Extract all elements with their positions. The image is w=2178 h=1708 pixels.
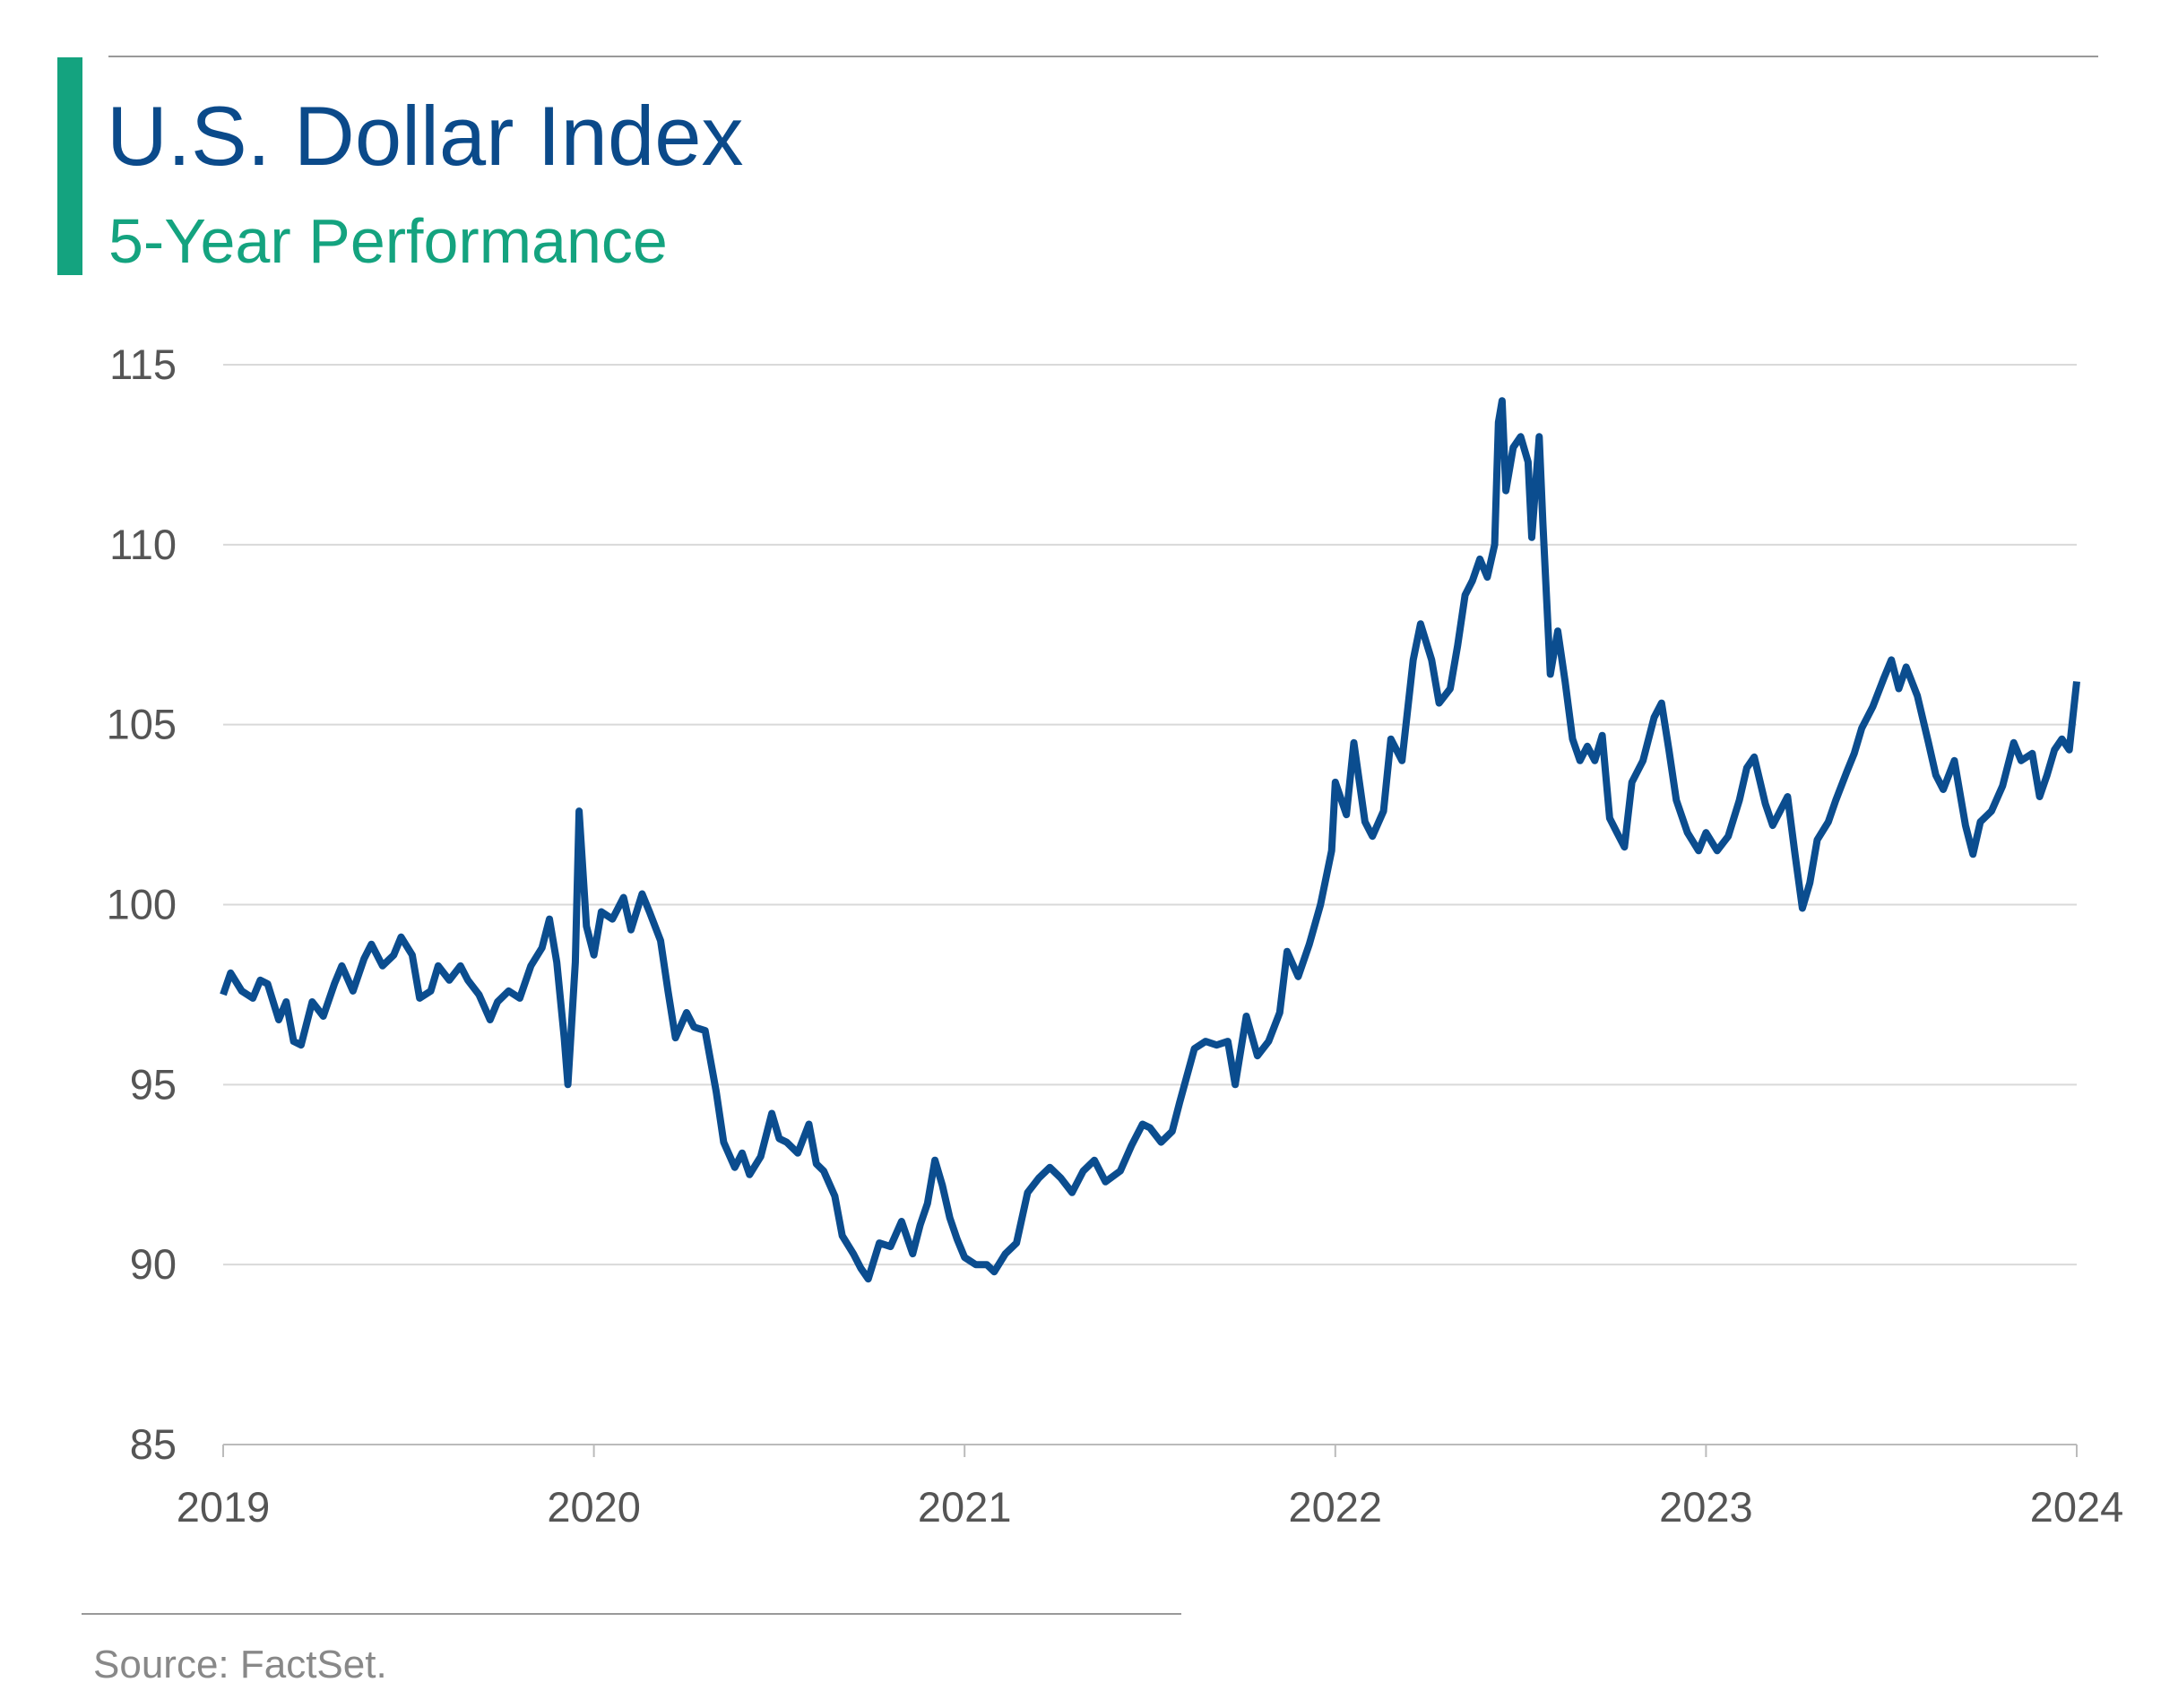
y-tick-label: 85 — [130, 1420, 177, 1468]
accent-bar — [57, 57, 82, 275]
y-tick-label: 110 — [109, 521, 177, 568]
x-tick-label: 2023 — [1659, 1483, 1753, 1531]
x-tick-label: 2022 — [1289, 1483, 1383, 1531]
chart-subtitle: 5-Year Performance — [108, 206, 668, 276]
x-tick-label: 2020 — [547, 1483, 641, 1531]
y-tick-label: 115 — [109, 341, 177, 388]
y-tick-label: 100 — [107, 881, 177, 928]
y-tick-label: 105 — [107, 701, 177, 748]
y-tick-label: 90 — [130, 1240, 177, 1288]
chart-title: U.S. Dollar Index — [107, 89, 744, 183]
x-tick-label: 2019 — [177, 1483, 271, 1531]
x-tick-label: 2021 — [918, 1483, 1012, 1531]
y-tick-label: 95 — [130, 1060, 177, 1108]
x-tick-label: 2024 — [2030, 1483, 2124, 1531]
source-note: Source: FactSet. — [93, 1643, 387, 1686]
data-line — [220, 397, 2080, 1283]
